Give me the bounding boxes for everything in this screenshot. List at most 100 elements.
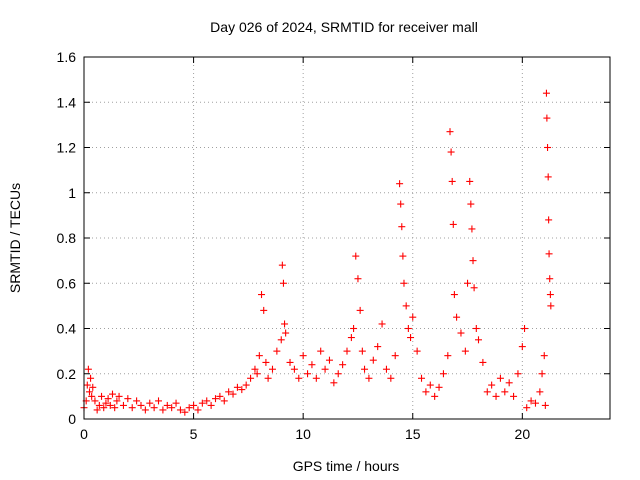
data-point xyxy=(492,392,500,400)
data-point xyxy=(449,220,457,228)
data-point xyxy=(100,404,108,412)
chart-title: Day 026 of 2024, SRMTID for receiver mal… xyxy=(210,19,478,35)
data-point xyxy=(119,401,127,409)
data-point xyxy=(176,406,184,414)
data-point xyxy=(198,399,206,407)
data-point xyxy=(95,401,103,409)
data-point xyxy=(446,128,454,136)
data-point xyxy=(108,390,116,398)
data-point xyxy=(378,320,386,328)
data-point xyxy=(501,388,509,396)
y-tick-label: 0.4 xyxy=(57,321,77,337)
y-tick-label: 1.2 xyxy=(57,140,77,156)
data-point xyxy=(543,114,551,122)
data-point xyxy=(93,406,101,414)
data-point xyxy=(128,404,136,412)
data-point xyxy=(426,381,434,389)
data-point xyxy=(282,329,290,337)
data-point xyxy=(273,347,281,355)
data-point xyxy=(514,370,522,378)
data-point xyxy=(308,361,316,369)
data-point xyxy=(262,358,270,366)
data-point xyxy=(104,395,112,403)
data-point xyxy=(260,306,268,314)
data-point xyxy=(247,374,255,382)
data-point xyxy=(540,352,548,360)
data-point xyxy=(398,223,406,231)
data-point xyxy=(413,347,421,355)
data-point xyxy=(382,365,390,373)
data-point xyxy=(233,383,241,391)
data-point xyxy=(89,383,97,391)
data-point xyxy=(137,401,145,409)
data-point xyxy=(422,388,430,396)
data-point xyxy=(544,173,552,181)
data-point xyxy=(464,279,472,287)
data-point xyxy=(85,388,93,396)
y-axis-title: SRMTID / TECUs xyxy=(7,183,23,293)
data-point xyxy=(115,392,123,400)
data-point xyxy=(453,313,461,321)
data-point xyxy=(545,250,553,258)
data-point xyxy=(181,408,189,416)
data-point xyxy=(518,343,526,351)
data-point xyxy=(88,392,96,400)
data-point xyxy=(150,404,158,412)
data-point xyxy=(190,401,198,409)
data-point xyxy=(409,313,417,321)
data-point xyxy=(402,302,410,310)
x-tick-label: 10 xyxy=(295,426,311,442)
data-point xyxy=(225,388,233,396)
data-point xyxy=(141,406,149,414)
data-point xyxy=(397,200,405,208)
y-tick-label: 0.6 xyxy=(57,275,77,291)
data-point xyxy=(91,397,99,405)
data-point xyxy=(133,397,141,405)
data-point xyxy=(159,406,167,414)
data-point xyxy=(472,325,480,332)
data-point xyxy=(312,374,320,382)
data-point xyxy=(404,325,412,332)
data-point xyxy=(229,390,237,398)
data-point xyxy=(330,379,338,387)
data-point xyxy=(439,370,447,378)
data-point xyxy=(268,365,276,373)
data-point xyxy=(496,374,504,382)
data-point xyxy=(470,284,478,292)
data-point xyxy=(124,395,132,403)
data-point xyxy=(396,180,404,188)
data-point xyxy=(447,148,455,156)
data-point xyxy=(281,320,289,328)
y-tick-label: 1.4 xyxy=(57,94,77,110)
data-point xyxy=(407,334,415,342)
data-point xyxy=(479,358,487,366)
data-point xyxy=(541,401,549,409)
grid-layer xyxy=(84,57,610,419)
data-point xyxy=(510,392,518,400)
data-point xyxy=(483,388,491,396)
data-point xyxy=(527,397,535,405)
x-tick-label: 0 xyxy=(80,426,88,442)
data-point xyxy=(278,261,286,269)
data-point xyxy=(87,374,95,382)
data-point xyxy=(435,383,443,391)
data-point xyxy=(98,392,106,400)
data-point xyxy=(374,343,382,351)
data-point xyxy=(544,144,552,151)
data-point xyxy=(523,404,531,412)
data-point xyxy=(450,291,458,299)
data-point xyxy=(418,374,426,382)
data-point xyxy=(216,392,224,400)
data-point xyxy=(279,279,287,287)
data-point xyxy=(361,365,369,373)
data-point xyxy=(203,397,211,405)
axis-ticks: 0 0.2 0.4 0.6 0.8 1 1.2 1.4 1.6 0 5 10 15 20 xyxy=(57,49,610,442)
data-point xyxy=(286,358,294,366)
data-point xyxy=(352,252,360,260)
data-point xyxy=(545,216,553,224)
y-tick-label: 0.2 xyxy=(57,366,77,382)
data-point xyxy=(546,291,554,299)
data-point xyxy=(469,257,477,265)
data-point xyxy=(365,374,373,382)
data-point xyxy=(317,347,325,355)
